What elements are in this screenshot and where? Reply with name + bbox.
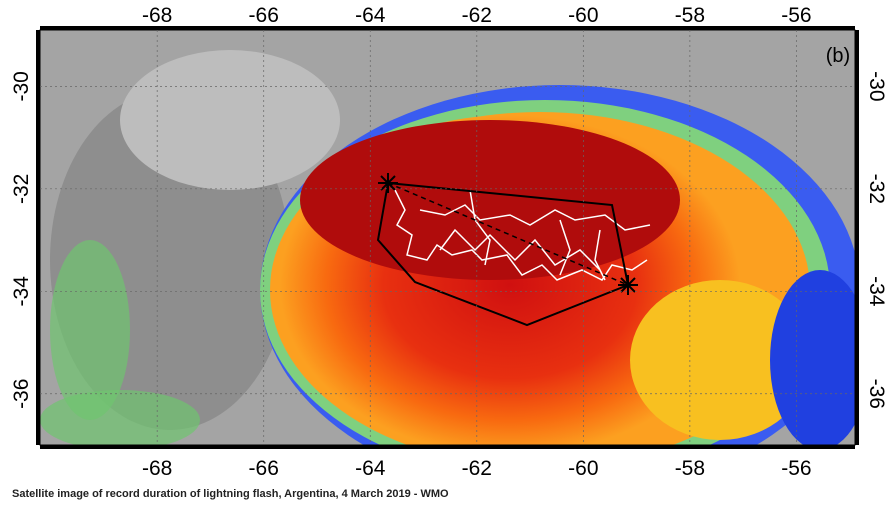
panel-label: (b)	[826, 45, 850, 67]
lon-tick-label: -62	[462, 4, 492, 27]
lat-tick-label: -30	[10, 71, 33, 101]
lat-tick-label: -34	[865, 276, 888, 307]
lat-tick-label: -30	[865, 71, 888, 101]
lon-tick-label: -60	[568, 457, 598, 480]
lon-tick-label: -56	[781, 457, 811, 480]
lat-tick-label: -36	[865, 379, 888, 409]
lon-tick-label: -58	[675, 457, 705, 480]
lon-tick-label: -58	[675, 4, 705, 27]
lon-tick-label: -68	[142, 457, 172, 480]
lon-tick-label: -66	[249, 4, 279, 27]
caption: Satellite image of record duration of li…	[12, 488, 449, 500]
lat-tick-label: -34	[10, 276, 33, 307]
satellite-image	[40, 30, 855, 445]
lon-tick-label: -56	[781, 4, 811, 27]
lon-tick-label: -64	[355, 457, 386, 480]
flash-extent	[376, 173, 638, 327]
lat-tick-label: -32	[865, 174, 888, 204]
lon-tick-label: -68	[142, 4, 172, 27]
lon-tick-label: -62	[462, 457, 492, 480]
lightning	[394, 189, 651, 281]
lon-tick-label: -64	[355, 4, 386, 27]
lat-tick-label: -32	[10, 174, 33, 204]
lon-tick-label: -66	[249, 457, 279, 480]
lon-tick-label: -60	[568, 4, 598, 27]
lat-tick-label: -36	[10, 379, 33, 409]
